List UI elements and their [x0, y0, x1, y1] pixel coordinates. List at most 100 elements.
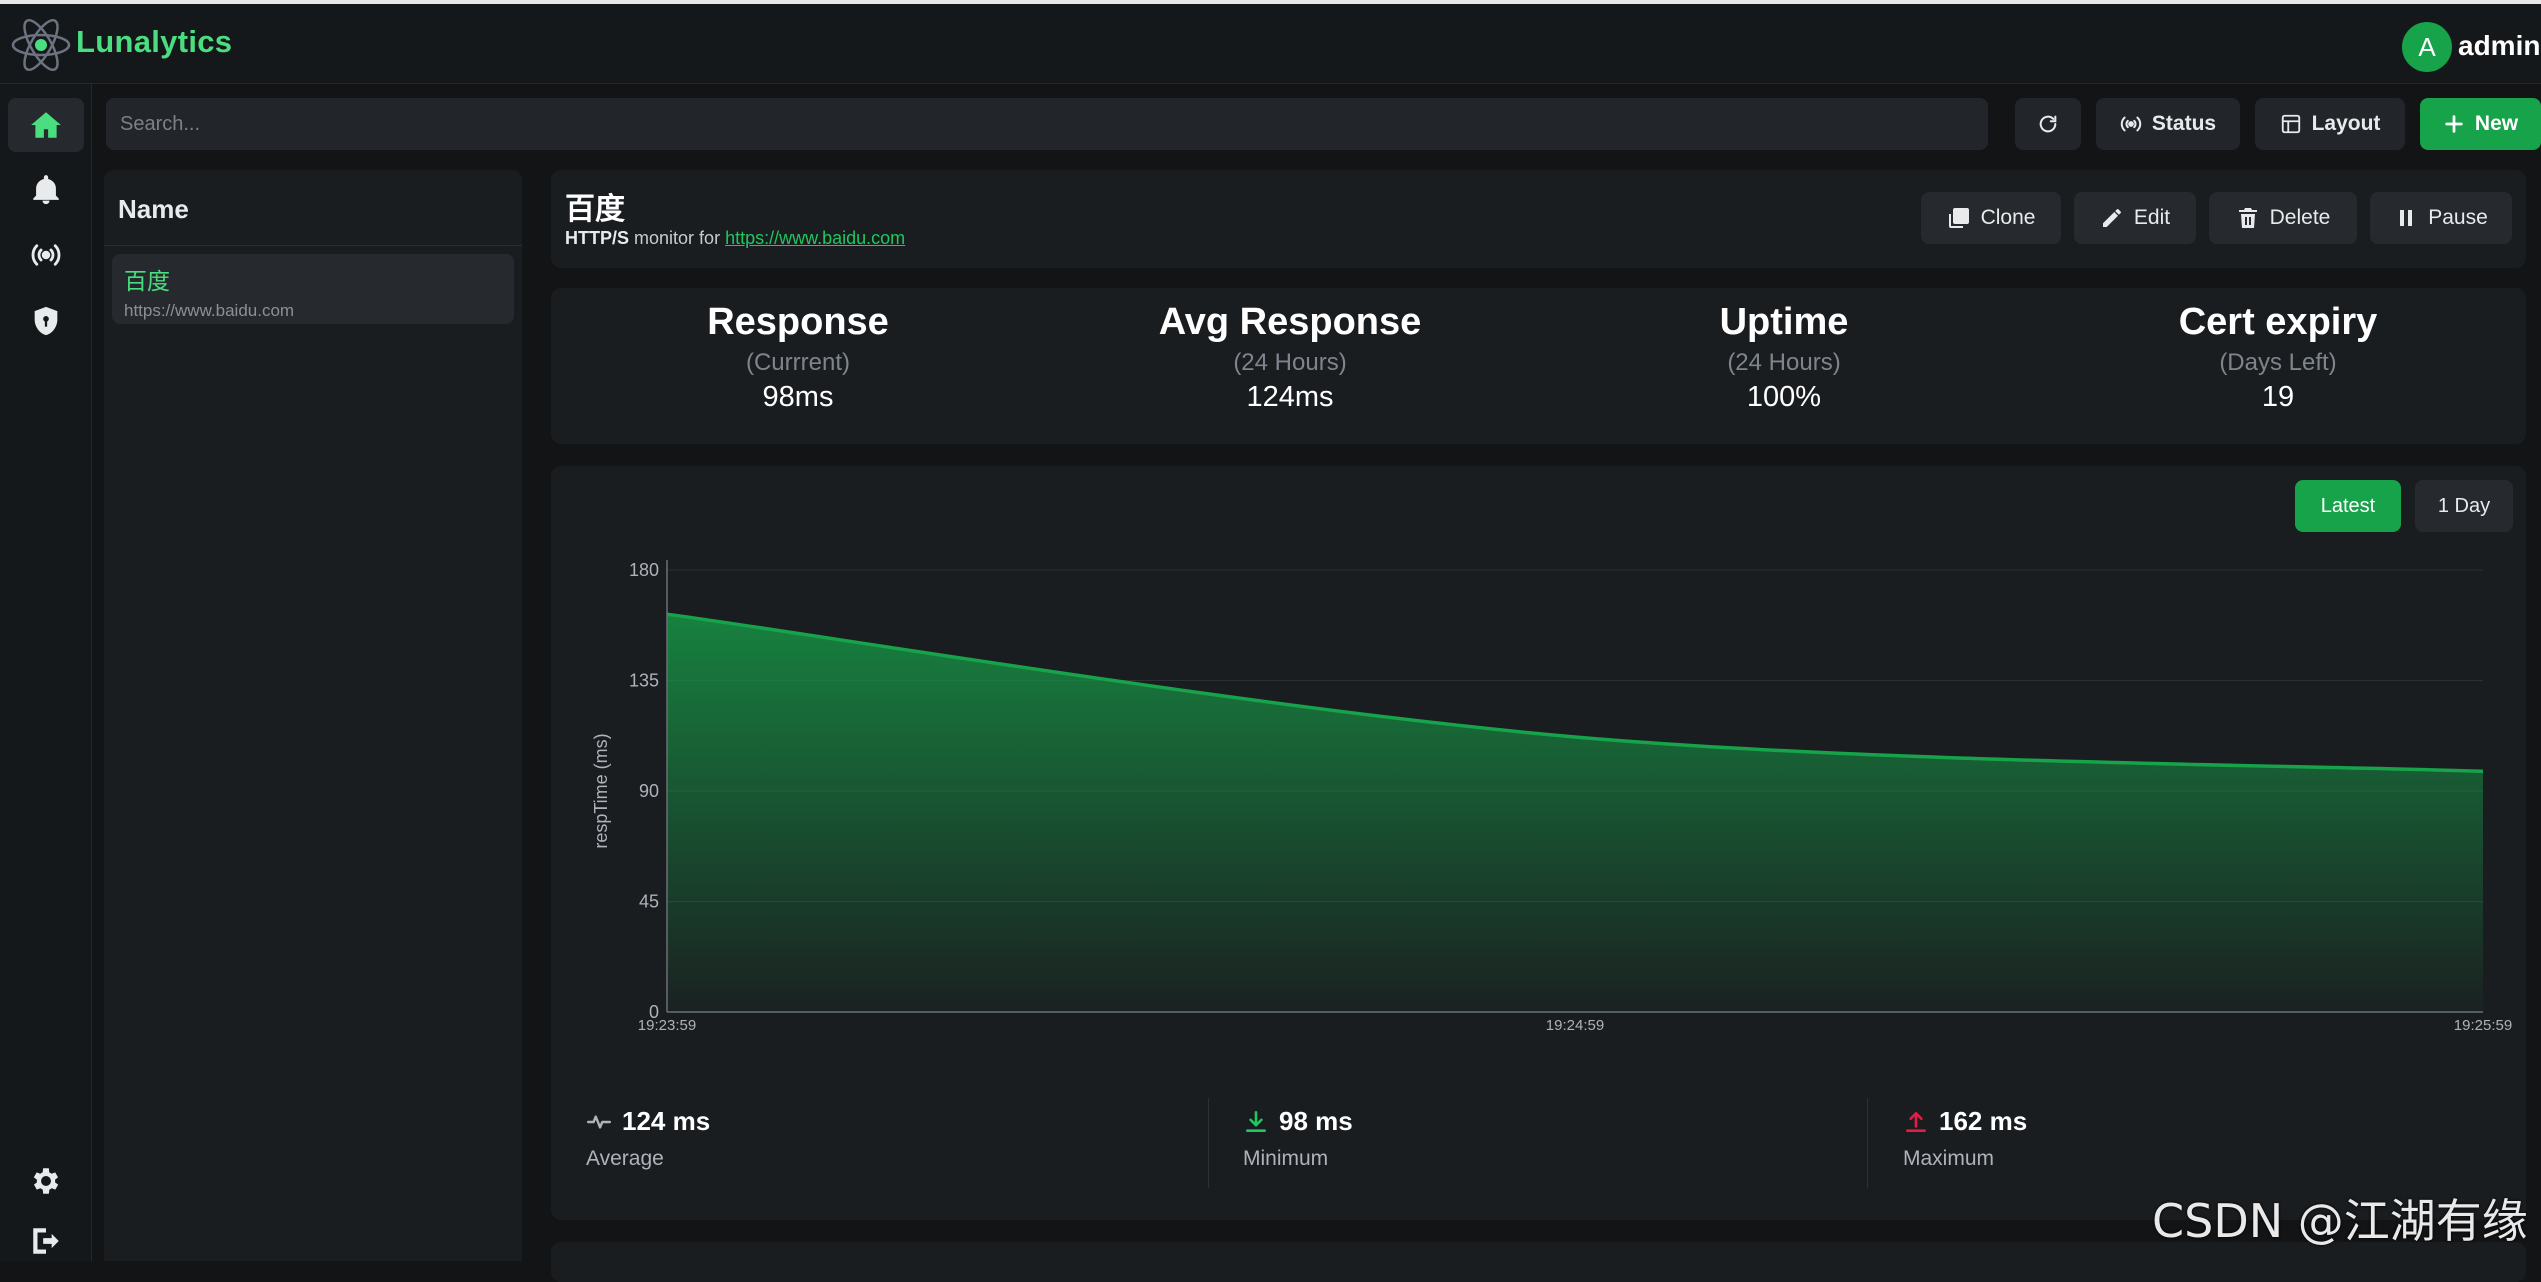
- list-header: Name: [104, 170, 522, 246]
- stat-title: Uptime: [1719, 301, 1849, 343]
- response-time-chart: 0 45 90 135 180 19:23:59 19:24:59 19:25:59 res…: [591, 560, 2512, 1034]
- layout-button-label: Layout: [2311, 112, 2381, 135]
- monitor-title: 百度: [565, 193, 625, 226]
- y-tick-label: 90: [639, 781, 659, 801]
- average-label: Average: [586, 1147, 664, 1170]
- chart-area: [667, 614, 2483, 1012]
- maximum-value: 162 ms: [1939, 1106, 2028, 1136]
- delete-button[interactable]: Delete: [2209, 192, 2357, 244]
- stat-value: 124ms: [1246, 381, 1334, 414]
- stat-value: 100%: [1746, 381, 1822, 414]
- pulse-icon: [586, 1114, 612, 1129]
- pause-label: Pause: [2428, 206, 2488, 229]
- x-tick-label: 19:23:59: [638, 1017, 696, 1034]
- summary-divider: [1208, 1098, 1209, 1188]
- avatar[interactable]: A: [2402, 22, 2452, 72]
- monitor-for-text: monitor for: [634, 228, 721, 248]
- monitor-header: 百度 HTTP/S monitor for https://www.baidu.…: [551, 170, 2526, 268]
- atom-logo-icon: [11, 18, 71, 72]
- stat-avg-response: Avg Response (24 Hours) 124ms: [1045, 298, 1535, 414]
- delete-label: Delete: [2269, 206, 2331, 229]
- clone-label: Clone: [1980, 206, 2036, 229]
- status-button-label: Status: [2151, 112, 2217, 135]
- gear-icon: [33, 1168, 59, 1194]
- y-tick-label: 0: [649, 1002, 659, 1022]
- minimum-value: 98 ms: [1279, 1106, 1353, 1136]
- top-bar: Lunalytics A admin: [0, 0, 2541, 84]
- search-input[interactable]: [106, 98, 1988, 150]
- pause-button[interactable]: Pause: [2370, 192, 2512, 244]
- pencil-icon: [2102, 209, 2121, 227]
- y-axis-label: respTime (ms): [591, 733, 611, 848]
- refresh-icon: [2039, 115, 2057, 133]
- stat-subtitle: (24 Hours): [1233, 349, 1347, 377]
- range-latest-button[interactable]: Latest: [2295, 480, 2401, 532]
- nav-security[interactable]: [8, 294, 84, 348]
- stat-title: Avg Response: [1158, 301, 1422, 343]
- stat-subtitle: (Currrent): [745, 349, 850, 377]
- summary-minimum: 98 ms Minimum: [1243, 1106, 1353, 1171]
- x-tick-label: 19:24:59: [1546, 1017, 1604, 1034]
- y-tick-label: 135: [629, 671, 659, 691]
- stat-title: Cert expiry: [2178, 301, 2378, 343]
- upload-arrow-icon: [1906, 1111, 1926, 1132]
- new-monitor-button[interactable]: New: [2420, 98, 2541, 150]
- refresh-button[interactable]: [2015, 98, 2081, 150]
- layout-button[interactable]: Layout: [2255, 98, 2405, 150]
- nav-settings[interactable]: [8, 1154, 84, 1208]
- nav-logout[interactable]: [8, 1214, 84, 1268]
- y-tick-label: 180: [629, 560, 659, 580]
- user-name[interactable]: admin: [2458, 30, 2541, 61]
- app-brand: Lunalytics: [76, 24, 233, 59]
- range-1day-button[interactable]: 1 Day: [2415, 480, 2513, 532]
- nav-notifications[interactable]: [8, 163, 84, 217]
- stat-title: Response: [707, 301, 889, 343]
- copy-icon: [1948, 208, 1969, 228]
- summary-maximum: 162 ms Maximum: [1903, 1106, 2027, 1171]
- home-icon: [31, 112, 61, 138]
- plus-icon: [2445, 115, 2463, 133]
- monitor-type: HTTP/S: [565, 228, 630, 248]
- broadcast-icon: [2120, 116, 2142, 132]
- stat-cert-expiry: Cert expiry (Days Left) 19: [2033, 298, 2523, 414]
- monitor-subtitle: HTTP/S monitor for https://www.baidu.com: [565, 228, 905, 249]
- maximum-label: Maximum: [1903, 1147, 1995, 1170]
- y-tick-label: 45: [639, 892, 659, 912]
- x-tick-label: 19:25:59: [2454, 1017, 2512, 1034]
- edit-label: Edit: [2133, 206, 2171, 229]
- response-chart-card: Latest 1 Day 0 45 90 135 180 19:23:59 19:24:5…: [551, 466, 2526, 1220]
- stats-card: Response (Currrent) 98ms Avg Response (2…: [551, 288, 2526, 444]
- summary-divider: [1867, 1098, 1868, 1188]
- pause-icon: [2400, 210, 2413, 226]
- bell-icon: [33, 175, 59, 205]
- chart-line: [666, 612, 2484, 774]
- download-arrow-icon: [1246, 1110, 1266, 1132]
- list-item-url: https://www.baidu.com: [124, 301, 295, 320]
- stat-value: 19: [2261, 381, 2295, 414]
- stat-subtitle: (24 Hours): [1727, 349, 1841, 377]
- nav-status-pages[interactable]: [8, 228, 84, 282]
- watermark: CSDN @江湖有缘: [2152, 1194, 2528, 1248]
- summary-average: 124 ms Average: [586, 1106, 710, 1171]
- list-item-name: 百度: [124, 268, 170, 294]
- stat-subtitle: (Days Left): [2219, 349, 2337, 377]
- shield-icon: [34, 306, 58, 336]
- monitor-list: Name 百度 https://www.baidu.com: [104, 170, 522, 1261]
- monitor-url-link[interactable]: https://www.baidu.com: [725, 228, 906, 248]
- new-button-label: New: [2474, 112, 2519, 135]
- edit-button[interactable]: Edit: [2074, 192, 2196, 244]
- stat-value: 98ms: [762, 381, 834, 414]
- stat-response: Response (Currrent) 98ms: [553, 298, 1043, 414]
- stat-uptime: Uptime (24 Hours) 100%: [1539, 298, 2029, 414]
- side-nav: [0, 84, 92, 1261]
- logout-icon: [33, 1228, 59, 1254]
- average-value: 124 ms: [622, 1106, 711, 1136]
- broadcast-icon: [31, 244, 61, 266]
- clone-button[interactable]: Clone: [1921, 192, 2061, 244]
- status-button[interactable]: Status: [2096, 98, 2240, 150]
- nav-home[interactable]: [8, 98, 84, 152]
- minimum-label: Minimum: [1243, 1147, 1329, 1170]
- layout-icon: [2281, 114, 2300, 134]
- list-item[interactable]: 百度 https://www.baidu.com: [112, 254, 514, 324]
- trash-icon: [2238, 208, 2257, 228]
